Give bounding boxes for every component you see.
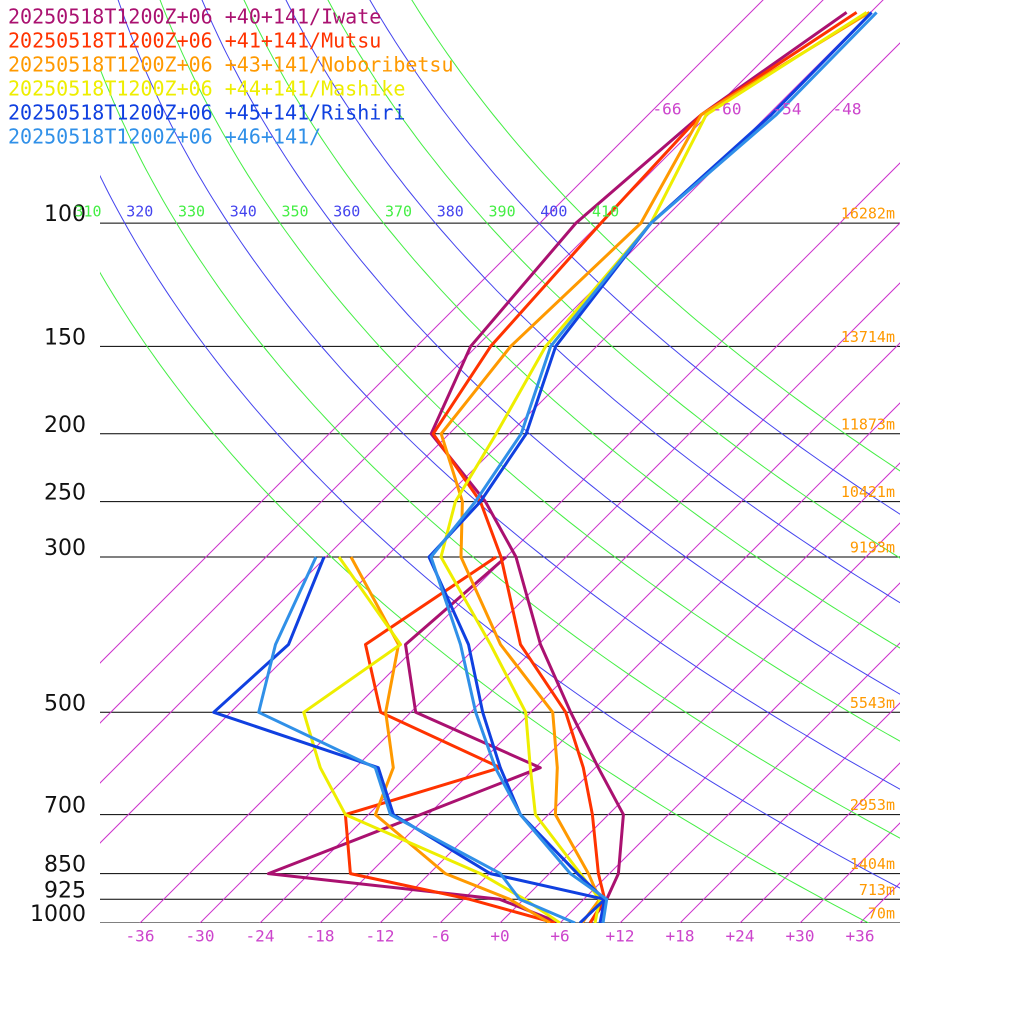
dry-adiabat [327,0,900,559]
isotherm [199,222,900,923]
isotherm [679,702,900,923]
x-tick-label: +24 [726,927,755,946]
isotherm [259,282,900,923]
moist-adiabat-label: 400 [540,203,567,221]
x-tick-label: -24 [246,927,275,946]
pressure-label: 250 [44,481,86,506]
dewpoint-line [343,555,556,923]
isotherm [100,0,824,724]
x-tick-label: -36 [126,927,155,946]
height-label: 5543m [850,694,895,712]
dry-adiabat-label: 310 [74,203,101,221]
moist-adiabat-label: 360 [333,203,360,221]
moist-adiabat-label: 320 [126,203,153,221]
x-tick-label: -30 [186,927,215,946]
temperature-line [429,11,878,923]
height-label: 11873m [841,415,895,433]
legend-entry: 20250518T1200Z+06 +41+141/Mutsu [8,29,381,53]
legend-entry: 20250518T1200Z+06 +45+141/Rishiri [8,101,405,125]
legend-entry: 20250518T1200Z+06 +43+141/Noboribetsu [8,53,454,77]
isotherm-label: -66 [653,100,682,119]
moist-adiabat [285,0,900,604]
soundings [212,11,878,923]
x-tick-label: +18 [666,927,695,946]
x-tick-label: +30 [786,927,815,946]
pressure-label: 300 [44,536,86,561]
isotherm [619,642,900,923]
isotherm [859,882,900,923]
isotherm [139,162,900,923]
dry-adiabat-label: 370 [385,203,412,221]
x-tick-label: +0 [490,927,509,946]
dry-adiabat-label: 410 [592,203,619,221]
pressure-label: 500 [44,691,86,716]
pressure-label: 925 [44,878,86,903]
dewpoint-line [302,556,561,923]
x-tick-label: -18 [306,927,335,946]
temperature-line [431,11,858,923]
moist-adiabat [201,0,900,695]
moist-adiabat [117,0,900,790]
pressure-label: 100 [44,202,86,227]
temperature-line [429,11,848,923]
isotherm-label: -60 [713,100,742,119]
dewpoint-line [212,556,607,923]
x-tick-label: -12 [366,927,395,946]
x-tick-label: -6 [430,927,449,946]
pressure-label: 150 [44,325,86,350]
height-label: 713m [859,881,895,899]
legend-entry: 20250518T1200Z+06 +40+141/Iwate [8,5,381,29]
isotherm-label: -48 [833,100,862,119]
height-label: 13714m [841,328,895,346]
pressure-label: 1000 [30,902,86,927]
isotherm [739,762,900,923]
isotherm [499,522,900,923]
height-label: 10421m [841,483,895,501]
isotherm [799,822,900,923]
moist-adiabat-label: 340 [230,203,257,221]
dry-adiabat-label: 390 [489,203,516,221]
pressure-label: 200 [44,413,86,438]
dry-adiabat [159,0,900,742]
x-tick-label: +6 [550,927,569,946]
pressure-label: 850 [44,853,86,878]
height-label: 9193m [850,539,895,557]
dry-adiabat [411,0,900,472]
isotherm-label: -54 [773,100,802,119]
isotherm [439,462,900,923]
dry-adiabat-label: 350 [281,203,308,221]
dewpoint-line [257,556,576,923]
height-label: 1404m [850,855,895,873]
temperature-line [439,11,871,923]
legend-entry: 20250518T1200Z+06 +44+141/Mashike [8,77,405,101]
isotherm [100,0,764,664]
isotherm [100,42,900,844]
moist-adiabat-label: 380 [437,203,464,221]
legend-entry: 20250518T1200Z+06 +46+141/ [8,125,321,149]
plot-area [100,0,900,923]
moist-adiabat [369,0,900,515]
dry-adiabat [243,0,900,649]
pressure-label: 700 [44,794,86,819]
x-tick-label: +36 [846,927,875,946]
moist-adiabat [100,174,900,889]
dry-adiabat [100,67,900,839]
isotherm [559,582,900,923]
height-label: 2953m [850,796,895,814]
isotherm [379,402,900,923]
dry-adiabat [100,271,869,923]
x-tick-label: +12 [606,927,635,946]
dewpoint-line [266,555,561,923]
height-label: 16282m [841,205,895,223]
height-label: 70m [868,905,895,923]
labels: 100 16282m 150 13714m 200 11873m 250 10421m 300 9… [8,5,895,946]
isotherm [319,342,900,923]
dry-adiabat-label: 330 [178,203,205,221]
